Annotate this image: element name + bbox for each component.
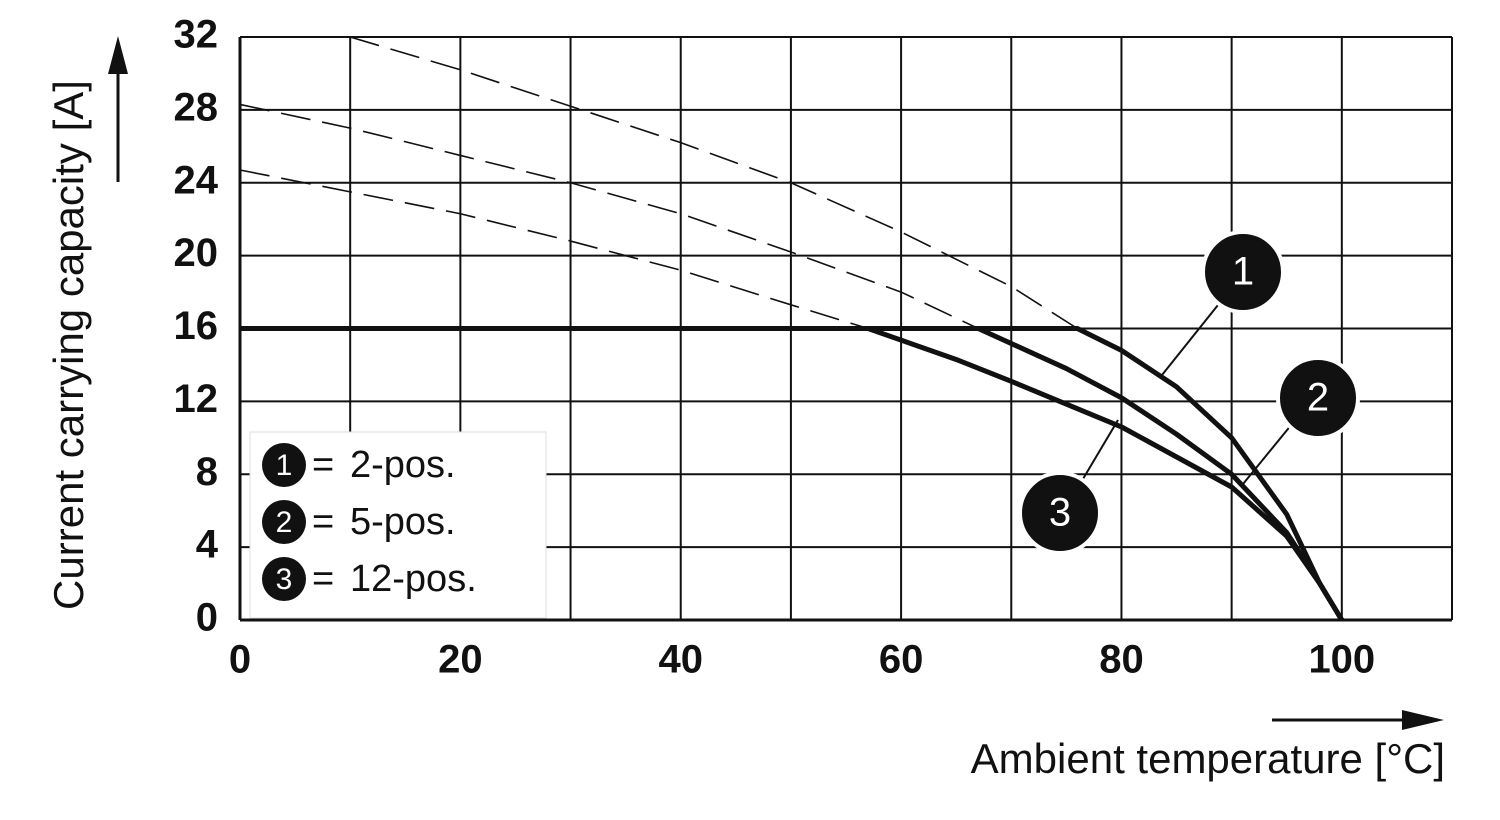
x-tick-label: 100 — [1308, 638, 1375, 682]
dashed-curve — [239, 103, 979, 330]
legend-label: 12-pos. — [350, 558, 477, 600]
callout-leader — [1242, 423, 1293, 485]
legend-badge-label: 3 — [276, 563, 293, 596]
legend-badge — [262, 443, 306, 487]
y-tick-label: 32 — [174, 13, 219, 57]
x-tick-label: 60 — [879, 638, 924, 682]
y-tick-label: 8 — [196, 450, 218, 494]
y-tick-label: 24 — [174, 158, 219, 202]
callout-badge — [1276, 356, 1360, 440]
legend-badge-label: 1 — [276, 449, 293, 482]
dashed-curve — [349, 36, 1078, 330]
y-tick-label: 20 — [174, 231, 219, 275]
legend-badge — [262, 557, 306, 601]
callout-label: 2 — [1307, 376, 1329, 420]
x-tick-label: 20 — [438, 638, 483, 682]
x-tick-label: 40 — [658, 638, 703, 682]
callout-badge — [1018, 471, 1102, 555]
y-axis-title: Current carrying capacity [A] — [45, 80, 92, 610]
y-tick-label: 12 — [174, 377, 219, 421]
legend-separator: = — [312, 444, 334, 486]
callout-leader — [1161, 299, 1223, 376]
y-tick-label: 16 — [174, 304, 219, 348]
legend-separator: = — [312, 501, 334, 543]
callout-label: 3 — [1049, 491, 1071, 535]
y-tick-label: 4 — [196, 523, 219, 567]
y-tick-label: 0 — [196, 596, 218, 640]
legend-separator: = — [312, 558, 334, 600]
x-tick-label: 0 — [229, 638, 251, 682]
derating-curve — [240, 326, 1344, 622]
y-arrowhead — [108, 36, 128, 74]
callout-label: 1 — [1232, 250, 1254, 294]
y-tick-label: 28 — [174, 85, 219, 129]
legend-label: 2-pos. — [350, 444, 456, 486]
legend-label: 5-pos. — [350, 501, 456, 543]
callout-leader — [1079, 419, 1119, 485]
x-tick-label: 80 — [1099, 638, 1144, 682]
x-axis-title: Ambient temperature [°C] — [971, 735, 1445, 782]
legend-badge — [262, 500, 306, 544]
callout-badge — [1201, 230, 1285, 314]
legend-badge-label: 2 — [276, 506, 293, 539]
dashed-curve — [239, 169, 869, 330]
x-arrowhead — [1402, 710, 1444, 730]
